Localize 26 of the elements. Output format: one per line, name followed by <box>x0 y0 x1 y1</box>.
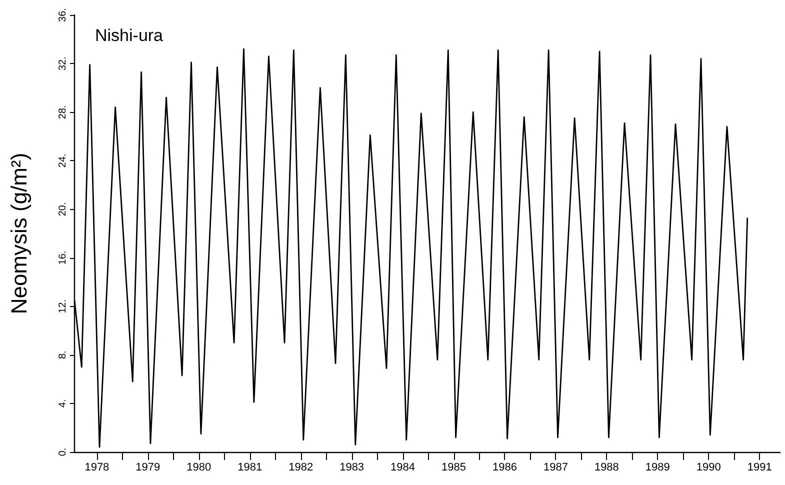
y-tick-label: 36. <box>58 8 68 22</box>
x-tick-label: 1990 <box>696 462 721 474</box>
x-tick-label: 1983 <box>340 462 364 474</box>
y-tick-label: 24. <box>58 154 68 168</box>
x-tick-label: 1985 <box>442 462 466 474</box>
y-tick-label: 0. <box>58 448 68 456</box>
x-tick-label: 1991 <box>747 462 772 474</box>
x-tick-label: 1978 <box>84 462 110 474</box>
y-tick-label: 16. <box>58 250 68 265</box>
y-tick-label: 28. <box>58 105 68 120</box>
y-axis-title: Neomysis (g/m²) <box>6 152 32 314</box>
y-tick-label: 12. <box>58 299 68 314</box>
x-tick-label: 1981 <box>238 462 262 474</box>
x-tick-label: 1979 <box>136 462 160 474</box>
x-tick-label: 1986 <box>492 462 517 474</box>
y-tick-label: 8. <box>58 350 68 360</box>
x-tick-label: 1989 <box>645 462 670 474</box>
x-tick-label: 1980 <box>186 462 212 474</box>
y-tick-label: 20. <box>58 202 68 216</box>
x-tick-label: 1988 <box>594 462 619 474</box>
text: Nishi-ura <box>95 26 164 45</box>
y-tick-label: 4. <box>58 399 68 408</box>
x-tick-label: 1987 <box>543 462 568 474</box>
y-tick-label: 32. <box>58 56 68 71</box>
x-tick-label: 1982 <box>288 462 314 474</box>
x-tick-label: 1984 <box>390 462 416 474</box>
